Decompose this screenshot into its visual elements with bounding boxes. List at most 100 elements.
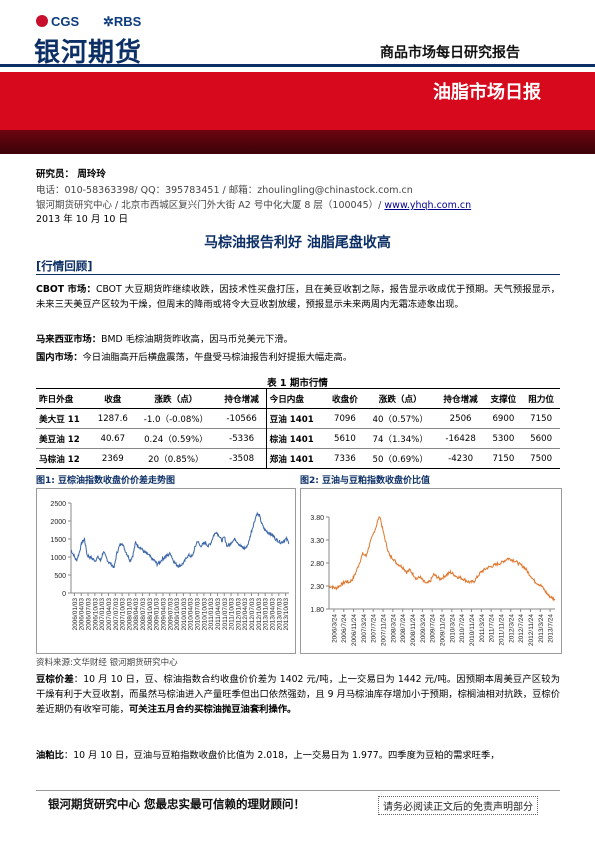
chart2-x-tick-label: 2007/3/24 [361,614,368,643]
chart2-title: 图2: 豆油与豆粕指数收盘价比值 [300,476,430,486]
chart1-y-tick-label: 2000 [50,519,66,526]
researcher-line: 研究员： 周玲玲 [36,169,106,180]
chart1-x-tick-label: 2006/10/03 [92,598,99,631]
table-row: 美豆油 12 40.67 0.24（0.59%） -5336 棕油 1401 5… [36,428,560,449]
chart2-x-tick-label: 2011/11/24 [498,614,505,646]
table-header-row: 昨日外盘 收盘 涨跌（点） 持仓增减 今日内盘 收盘价 涨跌（点） 持仓增减 支… [36,388,560,409]
chart1-frame: 0 500 1000 1500 2000 2500 2006/01/03 2006/04/03… [36,488,296,654]
chart1-x-tick-label: 2008/07/03 [140,598,147,631]
chart2-y-tick-label: 2.80 [310,561,324,568]
chart2-y-tick-label: 1.80 [310,607,324,614]
chart2-x-tick-label: 2012/7/24 [518,614,525,643]
footer-slogan: 银河期货研究中心 您最忠实最可信赖的理财顾问！ [48,797,306,811]
chart1-y-tick-label: 500 [54,573,66,580]
table-row: 美大豆 11 1287.6 -1.0（-0.08%） -10566 豆油 140… [36,408,560,429]
chart1-spread-line-chart: 0 500 1000 1500 2000 2500 2006/01/03 2006/04/03… [50,501,290,631]
chart1-x-tick-label: 2011/07/03 [222,598,229,630]
chart2-y-tick-label: 3.80 [310,515,324,522]
chart1-x-tick-label: 2013/01/03 [263,598,270,631]
chart2-x-tick-label: 2011/7/24 [489,614,496,643]
chart1-x-tick-label: 2008/04/03 [133,598,140,631]
ratio-paragraph: 油粕比：10 月 10 日，豆油与豆粕指数收盘价比值为 2.018，上一交易日为… [36,750,500,761]
section-heading: [行情回顾] [36,259,93,273]
market-quote-table: 昨日外盘 收盘 涨跌（点） 持仓增减 今日内盘 收盘价 涨跌（点） 持仓增减 支… [36,388,560,469]
chart2-y-tick-label: 2.30 [310,584,324,591]
contact-line: 电话：010-58363398/ QQ：395783451 / 邮箱：zhoul… [36,185,413,196]
report-headline: 马棕油报告利好 油脂尾盘收高 [204,235,391,251]
chart1-x-tick-label: 2011/04/03 [215,598,222,630]
chart1-x-tick-label: 2007/07/03 [113,598,120,631]
chart2-x-tick-label: 2006/3/24 [331,614,338,643]
chart1-x-tick-label: 2007/01/03 [99,598,106,631]
chart2-x-tick-label: 2010/3/24 [449,614,456,643]
chart2-frame: 1.80 2.30 2.80 3.30 3.80 2006/3/24 2006/7/24 20… [300,488,562,654]
chart1-x-tick-label: 2006/04/03 [79,598,86,631]
data-source: 资料来源:文华财经 银河期货研究中心 [36,658,178,668]
chart1-x-tick-label: 2009/10/03 [174,598,181,631]
spread-paragraph: 豆棕价差：10 月 10 日，豆、棕油指数合约收盘价价差为 1402 元/吨，上… [36,674,560,715]
chart2-x-tick-label: 2010/7/24 [459,614,466,643]
malaysia-paragraph: 马来西亚市场：BMD 毛棕油期货昨收高，因马币兑美元下滑。 [36,334,293,345]
table-row: 马棕油 12 2369 20（0.85%） -3508 郑油 1401 7336… [36,448,560,469]
chart2-x-tick-label: 2013/7/24 [548,614,555,643]
chart1-x-tick-label: 2011/01/03 [208,598,215,630]
table-title: 表 1 期市行情 [267,378,328,389]
title-banner [0,72,595,130]
chart1-x-tick-label: 2010/04/03 [188,598,195,631]
rbs-logo: ✲RBS [103,14,142,29]
chart1-x-tick-label: 2012/04/03 [242,598,249,631]
chart1-x-tick-label: 2012/07/03 [249,598,256,631]
cgs-logo: CGS [36,14,79,29]
chart2-x-tick-label: 2013/3/24 [538,614,545,643]
chart1-x-tick-label: 2010/10/03 [201,598,208,631]
chart1-x-tick-label: 2008/01/03 [126,598,133,631]
address-line: 银河期货研究中心 / 北京市西城区复兴门外大街 A2 号中化大厦 8 层（100… [36,200,472,211]
chart1-x-tick-label: 2012/01/03 [235,598,242,631]
footer-disclaimer: 请务必阅读正文后的免责声明部分 [378,796,538,815]
chart1-x-tick-label: 2009/01/03 [154,598,161,631]
chart2-x-tick-label: 2009/7/24 [430,614,437,643]
chart1-y-tick-label: 0 [62,591,66,598]
chart1-x-tick-label: 2008/10/03 [147,598,154,631]
footer-divider [36,790,560,791]
section-divider [36,274,560,275]
chart1-x-tick-label: 2006/01/03 [72,598,79,631]
chart1-x-tick-label: 2006/07/03 [86,598,93,631]
chart1-x-tick-label: 2009/04/03 [160,598,167,631]
chart2-x-tick-label: 2007/11/24 [381,614,388,646]
chart1-title: 图1: 豆棕油指数收盘价价差走势图 [36,476,175,486]
chart2-x-tick-label: 2007/7/24 [371,614,378,643]
website-link[interactable]: www.yhqh.com.cn [384,200,472,211]
chart2-x-tick-label: 2006/7/24 [341,614,348,643]
chart2-x-tick-label: 2008/7/24 [400,614,407,643]
chart1-x-tick-label: 2013/10/03 [283,598,290,631]
cbot-paragraph: CBOT 市场：CBOT 大豆期货昨继续收跌，因技术性买盘打压，且在美豆收割之际… [36,284,560,310]
chart2-x-tick-label: 2006/11/24 [351,614,358,646]
chart2-x-tick-label: 2008/11/24 [410,614,417,646]
chart1-x-tick-label: 2013/07/03 [276,598,283,631]
chart1-x-tick-label: 2012/10/03 [256,598,263,631]
daily-report-title: 油脂市场日报 [433,82,541,103]
chart1-series-line [70,511,290,569]
banner-shadow-band [0,130,595,154]
chart2-x-tick-label: 2009/3/24 [420,614,427,643]
researcher-name: 周玲玲 [77,169,106,180]
report-type: 商品市场每日研究报告 [380,45,520,61]
chart1-x-tick-label: 2009/07/03 [167,598,174,631]
chart2-series-line [329,516,556,602]
domestic-paragraph: 国内市场：今日油脂高开后横盘震荡，午盘受马棕油报告利好提振大幅走高。 [36,352,353,363]
chart2-y-tick-label: 3.30 [310,538,324,545]
chart1-x-tick-label: 2010/07/03 [195,598,202,631]
chart1-y-tick-label: 2500 [50,501,66,508]
chart2-x-tick-label: 2012/11/24 [528,614,535,646]
cgs-mark-icon [36,15,48,27]
chart1-x-tick-label: 2010/01/03 [181,598,188,631]
chart1-y-tick-label: 1000 [50,555,66,562]
chart2-x-tick-label: 2008/3/24 [390,614,397,643]
chart2-x-tick-label: 2011/3/24 [479,614,486,643]
report-date: 2013 年 10 月 10 日 [36,214,128,225]
rbs-mark-icon: ✲ [103,14,114,29]
chart2-x-tick-label: 2012/3/24 [508,614,515,643]
chart2-x-tick-label: 2009/11/24 [440,614,447,646]
